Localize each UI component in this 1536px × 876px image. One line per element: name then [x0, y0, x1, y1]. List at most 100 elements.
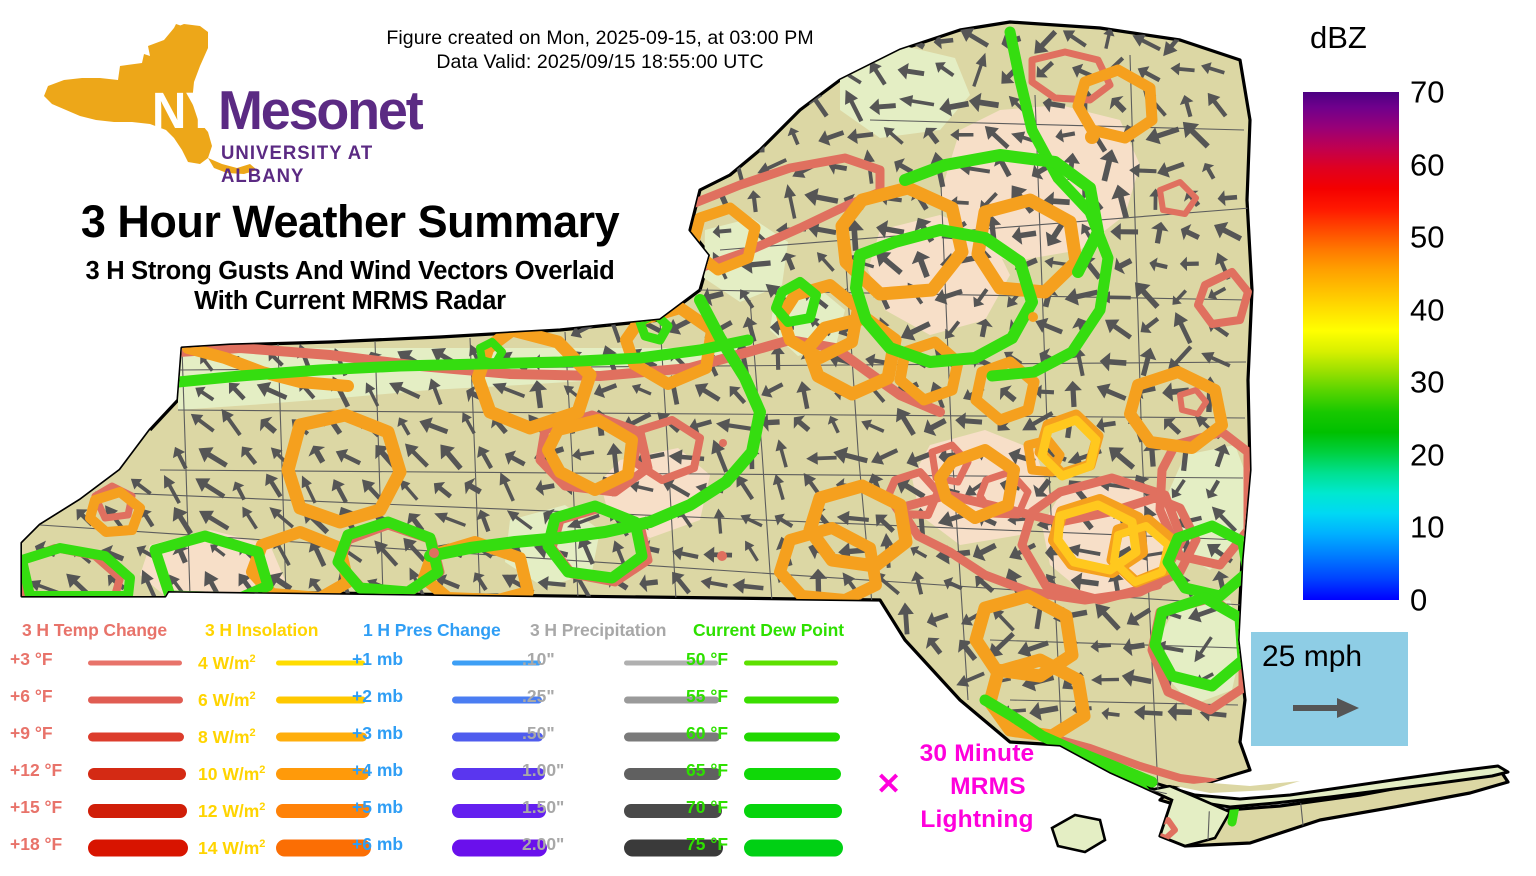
legend-item: 50 °F — [686, 648, 871, 678]
wind-arrow-icon — [672, 546, 699, 561]
legend-item-label: .25" — [522, 686, 555, 706]
wind-arrow-icon — [1045, 219, 1067, 247]
legend-item-swatch — [276, 660, 365, 666]
legend-item-swatch — [624, 804, 722, 818]
radar-colorbar — [1303, 92, 1399, 600]
legend-item: +4 mb — [352, 759, 545, 789]
wind-arrow-icon — [1063, 152, 1080, 181]
figure-timestamp: Figure created on Mon, 2025-09-15, at 03… — [355, 26, 845, 74]
wind-arrow-icon — [939, 97, 970, 117]
legend-item-label: 70 °F — [686, 797, 729, 817]
wind-arrow-icon — [1151, 221, 1169, 244]
wind-arrow-icon — [1011, 226, 1037, 245]
wind-arrow-icon — [845, 89, 864, 123]
legend-item-label: 6 W/m2 — [198, 689, 256, 710]
wind-arrow-icon — [428, 378, 443, 406]
legend-column-title: 1 H Pres Change — [363, 620, 501, 640]
legend-item-swatch — [88, 696, 183, 704]
wind-arrow-icon — [473, 572, 488, 591]
legend-item: +15 °F — [10, 796, 195, 826]
wind-arrow-icon — [331, 479, 348, 504]
wind-arrow-icon — [1126, 607, 1152, 626]
wind-arrow-icon — [1194, 636, 1213, 663]
colorbar-tick: 30 — [1410, 364, 1445, 400]
wind-arrow-icon — [1293, 698, 1359, 718]
wind-arrow-icon — [1139, 347, 1157, 377]
wind-arrow-icon — [434, 512, 467, 527]
wind-arrow-icon — [195, 386, 215, 402]
page-title: 3 Hour Weather Summary — [80, 196, 620, 247]
legend-item-swatch — [452, 839, 547, 857]
legend-item: +3 °F — [10, 648, 195, 678]
wind-arrow-icon — [1208, 286, 1227, 300]
legend-item: 8 W/m2 — [198, 722, 383, 752]
map-contours — [22, 26, 1314, 844]
wind-arrow-icon — [1114, 257, 1133, 275]
wind-arrow-icon — [1173, 312, 1193, 345]
legend-item-label: +1 mb — [352, 649, 404, 669]
legend-item-swatch — [744, 660, 838, 666]
legend-item-label: 1.00" — [522, 760, 565, 780]
wind-arrow-icon — [934, 288, 963, 305]
wind-arrow-icon — [1034, 29, 1058, 54]
lightning-line-2: MRMS — [950, 773, 1026, 800]
wind-arrow-icon — [403, 537, 426, 563]
wind-arrow-icon — [1096, 383, 1127, 401]
wind-arrow-icon — [1090, 639, 1112, 653]
legend-item-label: 2.00" — [522, 834, 565, 854]
wind-arrow-icon — [950, 128, 974, 141]
wind-arrow-icon — [477, 446, 494, 470]
wind-arrow-icon — [1091, 674, 1119, 686]
wind-arrow-icon — [1172, 289, 1188, 305]
wind-arrow-icon — [775, 439, 788, 468]
created-line: Figure created on Mon, 2025-09-15, at 03… — [386, 27, 814, 49]
legend-item-swatch — [88, 732, 184, 742]
wind-arrow-icon — [259, 416, 278, 434]
wind-arrow-icon — [861, 419, 885, 433]
wind-arrow-icon — [784, 184, 797, 219]
wind-arrow-icon — [270, 572, 293, 592]
legend-item-swatch — [624, 696, 719, 704]
wind-arrow-icon — [491, 417, 508, 435]
wind-arrow-icon — [761, 382, 784, 398]
wind-arrow-icon — [973, 288, 989, 308]
legend-item: 1.00" — [522, 759, 721, 789]
wind-arrow-icon — [1111, 184, 1131, 219]
legend-item: 55 °F — [686, 685, 871, 715]
wind-arrow-icon — [506, 510, 533, 530]
lightning-line-3: Lightning — [920, 806, 1034, 833]
wind-arrow-icon — [987, 632, 1015, 658]
wind-arrow-icon — [827, 415, 840, 434]
legend-item: .50" — [522, 722, 720, 752]
wind-arrow-icon — [976, 318, 993, 338]
legend-item: 12 W/m2 — [198, 796, 383, 826]
legend-item-label: 55 °F — [686, 686, 729, 706]
legend-item-label: +15 °F — [10, 797, 63, 817]
legend-column-title: Current Dew Point — [693, 620, 844, 640]
wind-arrow-icon — [999, 385, 1017, 403]
wind-arrow-icon — [269, 507, 294, 529]
legend-item-swatch — [276, 696, 366, 704]
lightning-marker — [1028, 130, 1099, 322]
wind-arrow-icon — [198, 447, 228, 468]
lightning-key: 30 Minute ✕ MRMS Lightning — [872, 740, 1082, 850]
legend-item-swatch — [624, 660, 718, 666]
wind-arrow-icon — [504, 450, 526, 467]
wind-arrow-icon — [1162, 382, 1190, 402]
wind-arrow-icon — [761, 413, 780, 432]
legend-column-title: 3 H Temp Change — [22, 620, 168, 640]
legend-item-label: +4 mb — [352, 760, 404, 780]
wind-arrow-icon — [1099, 149, 1119, 182]
wind-arrow-icon — [1157, 161, 1185, 178]
wind-arrow-icon — [809, 568, 828, 596]
wind-arrow-icon — [1179, 94, 1194, 118]
wind-arrow-icon — [1105, 319, 1132, 340]
legend-item-swatch — [624, 768, 721, 780]
wind-arrow-icon — [1134, 282, 1160, 309]
wind-arrow-icon — [195, 478, 226, 499]
legend-item-swatch — [88, 839, 188, 857]
legend-item: +6 mb — [352, 833, 547, 863]
wind-arrow-icon — [955, 412, 983, 430]
wind-arrow-icon — [1182, 121, 1210, 149]
wind-arrow-icon — [694, 383, 721, 402]
